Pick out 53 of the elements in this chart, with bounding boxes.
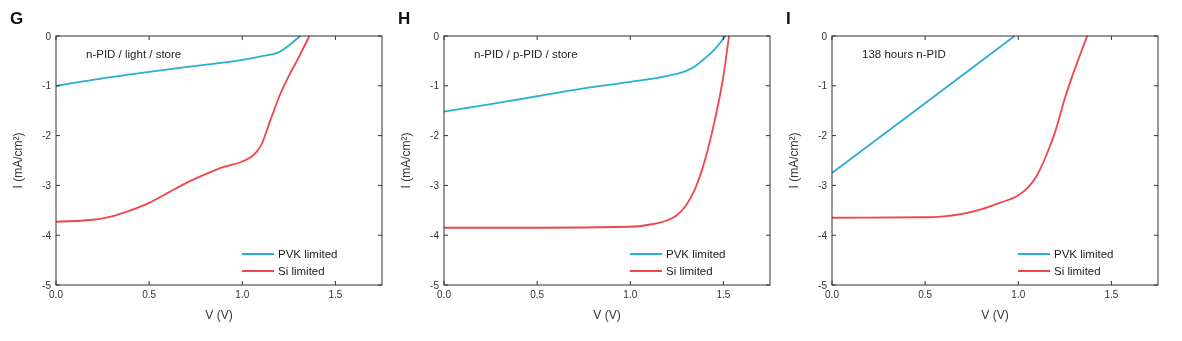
x-axis-title: V (V) xyxy=(205,308,233,322)
x-tick-label: 1.0 xyxy=(1011,289,1026,300)
y-tick-label: -1 xyxy=(42,80,52,92)
x-tick-label: 0.5 xyxy=(142,289,157,300)
x-tick-label: 1.5 xyxy=(716,289,731,300)
y-tick-label: -3 xyxy=(42,179,52,191)
x-tick-label: 0.5 xyxy=(918,289,933,300)
y-tick-label: -3 xyxy=(818,179,828,191)
y-tick-label: 0 xyxy=(45,30,52,42)
chart-title: H xyxy=(398,9,411,28)
line-series xyxy=(443,35,727,113)
y-tick-label: -4 xyxy=(818,229,828,241)
x-axis-title: V (V) xyxy=(593,308,621,322)
y-tick-label: -1 xyxy=(818,80,828,92)
annotation: n-PID / p-PID / store xyxy=(474,48,578,60)
legend-label: Si limited xyxy=(666,265,713,277)
y-tick-label: 0 xyxy=(433,30,440,42)
chart-title: I xyxy=(786,9,791,28)
x-tick-label: 0.0 xyxy=(49,289,64,300)
y-tick-label: -2 xyxy=(430,130,440,142)
line-series xyxy=(55,35,301,87)
y-tick-label: -5 xyxy=(430,279,440,291)
x-tick-label: 0.0 xyxy=(825,289,840,300)
x-tick-label: 0.5 xyxy=(530,289,545,300)
x-axis-title: V (V) xyxy=(981,308,1009,322)
legend-label: Si limited xyxy=(1054,265,1101,277)
y-tick-label: 0 xyxy=(821,30,828,42)
x-tick-label: 1.0 xyxy=(623,289,638,300)
y-tick-label: -3 xyxy=(430,179,440,191)
y-tick-label: -5 xyxy=(42,279,52,291)
y-tick-label: -4 xyxy=(42,229,52,241)
legend-label: Si limited xyxy=(278,265,325,277)
line-series xyxy=(831,35,1089,219)
y-axis-title: I (mA/cm²) xyxy=(399,132,413,189)
legend-label: PVK limited xyxy=(278,248,338,260)
line-series xyxy=(55,35,311,223)
x-tick-label: 1.5 xyxy=(1104,289,1119,300)
legend-label: PVK limited xyxy=(1054,248,1114,260)
y-axis-title: I (mA/cm²) xyxy=(11,132,25,189)
y-tick-label: -2 xyxy=(818,130,828,142)
y-tick-label: -2 xyxy=(42,130,52,142)
x-tick-label: 1.0 xyxy=(235,289,250,300)
y-tick-label: -4 xyxy=(430,229,440,241)
annotation: 138 hours n-PID xyxy=(862,48,946,60)
y-axis-title: I (mA/cm²) xyxy=(787,132,801,189)
y-tick-label: -5 xyxy=(818,279,828,291)
annotation: n-PID / light / store xyxy=(86,48,182,60)
legend-label: PVK limited xyxy=(666,248,726,260)
line-series xyxy=(443,35,730,229)
x-tick-label: 0.0 xyxy=(437,289,452,300)
y-tick-label: -1 xyxy=(430,80,440,92)
chart-title: G xyxy=(10,9,24,28)
x-tick-label: 1.5 xyxy=(328,289,343,300)
